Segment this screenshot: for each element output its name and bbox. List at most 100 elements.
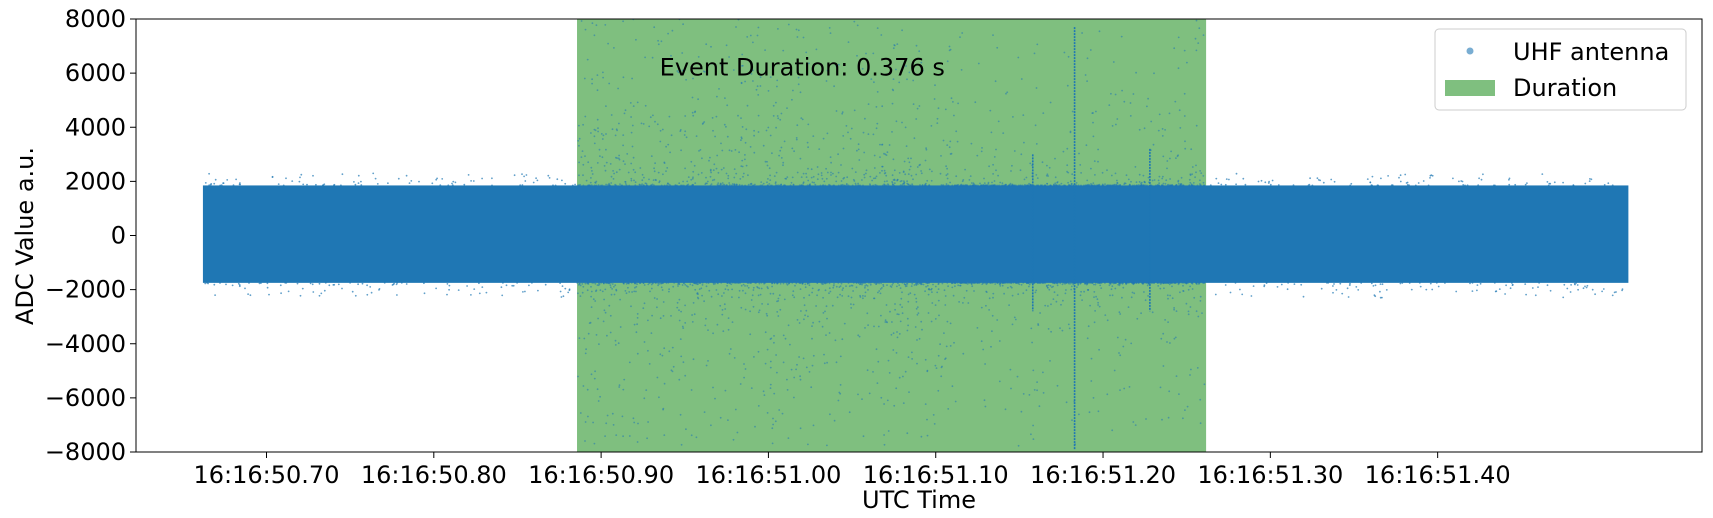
scatter-point [1549,182,1552,185]
scatter-point [1198,27,1201,30]
scatter-point [1317,179,1320,181]
scatter-point [1112,184,1115,187]
scatter-point [306,183,308,186]
scatter-point [1023,184,1026,186]
scatter-point [741,65,743,67]
scatter-point [1225,178,1228,181]
scatter-point [709,156,711,159]
scatter-point [896,331,898,333]
scatter-point [1023,178,1026,181]
scatter-point [709,168,712,171]
scatter-point [763,394,766,396]
scatter-point [1110,92,1112,95]
scatter-point [1138,128,1141,131]
scatter-point [636,313,639,315]
scatter-point [1093,160,1096,163]
scatter-point [636,283,638,285]
scatter-point [635,38,637,41]
scatter-point [730,283,733,286]
scatter-point [911,184,914,187]
scatter-point [1182,417,1184,420]
scatter-point [776,311,779,313]
scatter-point [890,333,893,336]
scatter-point [779,308,782,311]
scatter-point [1097,304,1099,306]
scatter-point [1097,301,1099,304]
scatter-point [1098,282,1100,284]
scatter-point [1406,181,1409,184]
scatter-point [945,345,948,348]
scatter-point [1602,288,1605,290]
scatter-point [779,282,782,285]
scatter-point [719,416,722,419]
scatter-point [1017,293,1020,296]
scatter-point [592,421,594,424]
scatter-point [1049,360,1051,362]
scatter-point [954,285,956,288]
scatter-point [861,283,863,286]
scatter-point [1385,289,1388,291]
scatter-point [829,413,831,416]
scatter-point [630,177,633,180]
scatter-point [532,181,535,184]
scatter-point [1042,371,1044,374]
scatter-point [1514,183,1517,186]
scatter-point [1036,43,1039,46]
scatter-point [1195,49,1198,52]
scatter-point [1178,393,1180,395]
scatter-point [1161,127,1164,130]
scatter-point [802,172,805,175]
scatter-point [1018,283,1021,286]
scatter-point [716,323,719,326]
scatter-point [685,428,687,431]
scatter-point [742,175,744,178]
scatter-point [582,285,585,288]
scatter-point [908,391,910,393]
scatter-point [678,182,681,185]
scatter-point [1109,184,1111,187]
scatter-point [880,34,883,36]
scatter-point [969,184,972,187]
scatter-point [671,29,674,32]
scatter-point [1012,282,1015,284]
scatter-point [1114,93,1117,96]
scatter-point [641,173,644,176]
scatter-point [757,131,760,133]
scatter-point [1429,177,1431,179]
scatter-point [749,34,752,37]
scatter-point [579,412,582,414]
scatter-point [387,182,389,185]
scatter-point [244,287,246,290]
scatter-point [878,290,881,292]
scatter-point [1293,283,1296,285]
scatter-point [639,282,642,284]
scatter-point [369,286,372,288]
scatter-point [886,284,888,286]
scatter-point [682,23,684,26]
scatter-point [899,320,902,323]
scatter-point [1087,325,1090,328]
scatter-point [904,370,907,373]
legend-box [1434,28,1687,111]
scatter-point [713,178,716,181]
scatter-point [782,164,784,167]
scatter-point [755,88,758,91]
scatter-point [1049,184,1052,187]
scatter-point [767,184,769,187]
scatter-point [776,79,779,82]
scatter-point [895,120,898,123]
scatter-point [1414,184,1417,187]
scatter-point [727,174,730,177]
scatter-point [775,126,777,129]
scatter-point [907,173,910,176]
scatter-point [910,174,913,177]
scatter-point [612,170,614,172]
scatter-point [609,284,612,287]
scatter-point [340,184,342,187]
scatter-point [635,290,637,293]
scatter-point [678,319,681,322]
scatter-point [1333,180,1336,183]
scatter-point [1366,178,1369,181]
scatter-point [869,184,872,187]
scatter-point [945,174,948,177]
